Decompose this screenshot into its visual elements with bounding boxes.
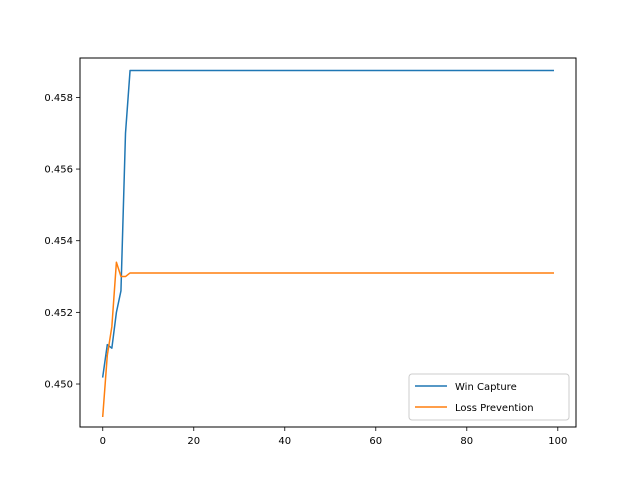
plot-frame [79, 57, 577, 428]
series-layer [101, 69, 554, 418]
y-tick-label: 0.456 [44, 165, 73, 176]
x-tick-label: 40 [278, 436, 291, 447]
x-tick-label: 100 [548, 436, 567, 447]
y-tick-label: 0.454 [44, 236, 73, 247]
legend-label-win-capture: Win Capture [455, 382, 517, 393]
y-tick-label: 0.458 [44, 93, 73, 104]
legend: Win Capture Loss Prevention [408, 373, 570, 421]
legend-label-loss-prevention: Loss Prevention [455, 403, 534, 414]
x-tick-label: 60 [369, 436, 382, 447]
legend-box [408, 373, 570, 421]
y-tick-label: 0.450 [44, 380, 73, 391]
x-tick-label: 0 [100, 436, 106, 447]
x-axis: 0 20 40 60 80 100 [100, 427, 567, 447]
y-tick-label: 0.452 [44, 308, 73, 319]
y-axis: 0.450 0.452 0.454 0.456 0.458 [44, 93, 80, 391]
x-tick-label: 20 [187, 436, 200, 447]
series-line-loss-prevention [101, 261, 554, 418]
series-line-win-capture [101, 69, 554, 378]
x-tick-label: 80 [460, 436, 473, 447]
